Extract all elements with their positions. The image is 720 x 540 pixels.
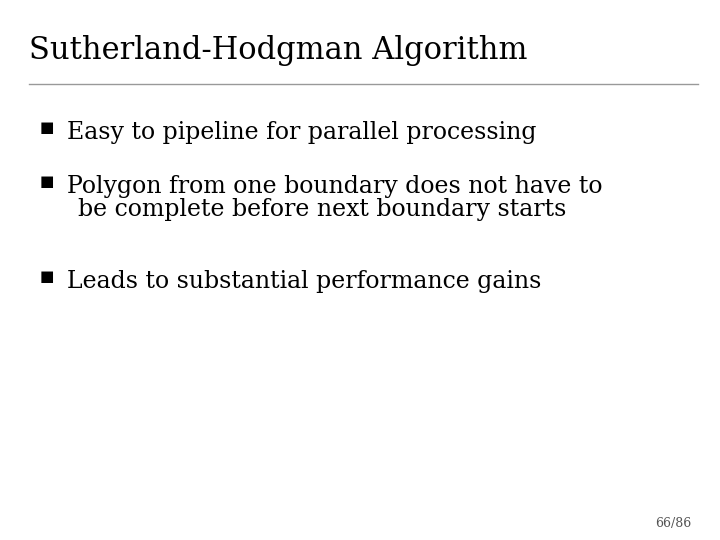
Text: ■: ■ (40, 176, 54, 190)
Text: ■: ■ (40, 270, 54, 284)
Text: ■: ■ (40, 122, 54, 136)
Text: 66/86: 66/86 (655, 517, 691, 530)
Text: be complete before next boundary starts: be complete before next boundary starts (78, 198, 566, 221)
Text: Leads to substantial performance gains: Leads to substantial performance gains (67, 270, 541, 293)
Text: Polygon from one boundary does not have to: Polygon from one boundary does not have … (67, 176, 603, 199)
Text: Sutherland-Hodgman Algorithm: Sutherland-Hodgman Algorithm (29, 35, 527, 66)
Text: Easy to pipeline for parallel processing: Easy to pipeline for parallel processing (67, 122, 536, 145)
